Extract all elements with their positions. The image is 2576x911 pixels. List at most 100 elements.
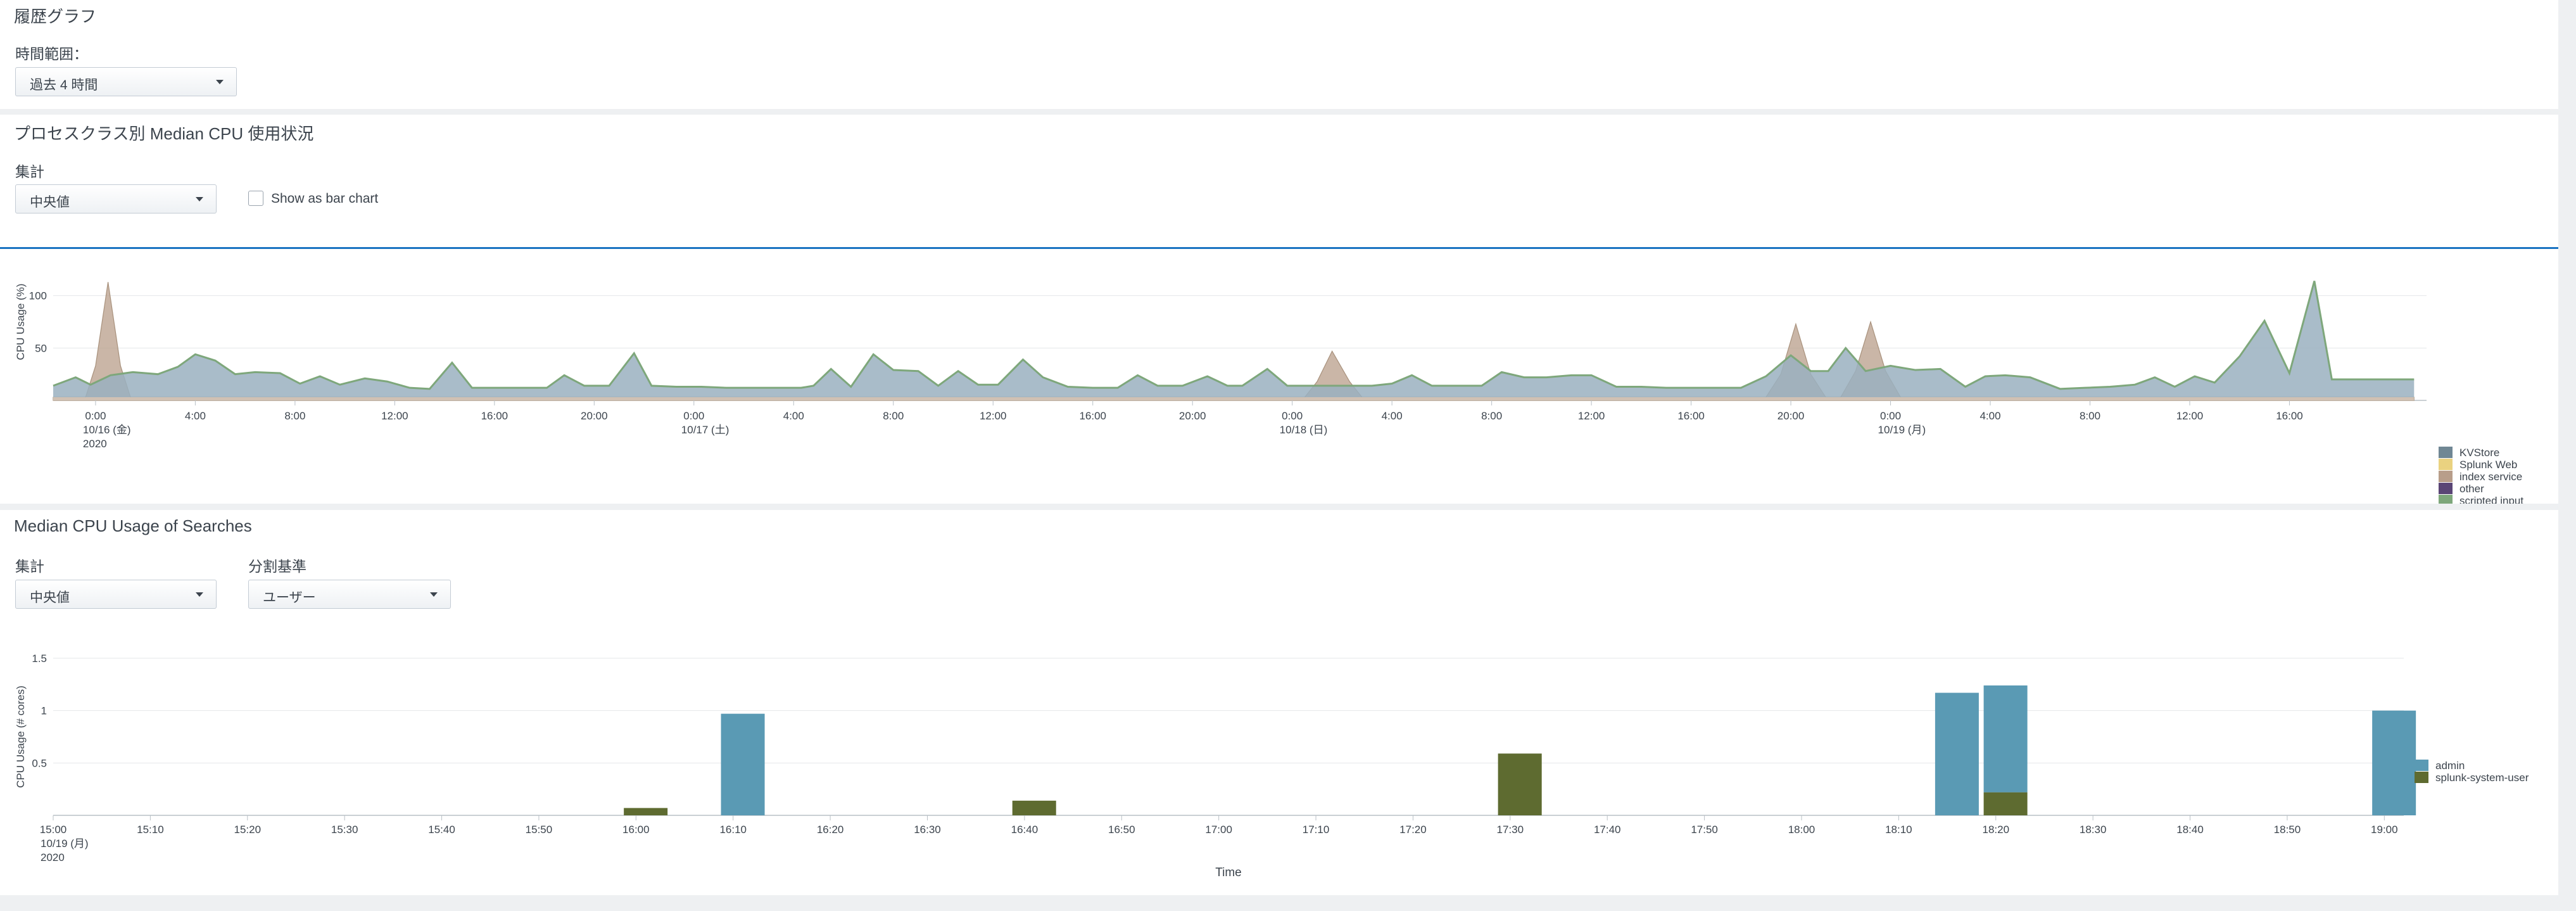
legend-swatch — [2439, 483, 2453, 494]
chevron-down-icon — [430, 592, 438, 597]
x-tick-label: 12:00 — [980, 410, 1007, 422]
x-tick-label: 15:40 — [428, 824, 455, 836]
x-tick-label: 10/17 (土) — [681, 424, 729, 436]
x-tick-label: 17:50 — [1691, 824, 1718, 836]
bar-admin — [2372, 710, 2416, 815]
legend-swatch — [2439, 495, 2453, 504]
legend-label: splunk-system-user — [2435, 772, 2529, 784]
legend-swatch — [2415, 760, 2428, 771]
split-by-label: 分割基準 — [248, 558, 306, 575]
series-index-service — [53, 282, 2415, 401]
x-tick-label: 17:00 — [1205, 824, 1232, 836]
bar-admin — [721, 713, 765, 815]
y-axis-title: CPU Usage (# cores) — [15, 685, 27, 788]
x-tick-label: 8:00 — [1481, 410, 1502, 422]
x-tick-label: 16:10 — [719, 824, 747, 836]
x-tick-label: 16:00 — [622, 824, 650, 836]
x-tick-label: 8:00 — [883, 410, 904, 422]
chevron-down-icon — [196, 197, 203, 201]
x-tick-label: 0:00 — [1880, 410, 1901, 422]
legend-label: scripted input — [2459, 495, 2523, 504]
legend-swatch — [2415, 772, 2428, 783]
bar-chart-checkbox-label: Show as bar chart — [271, 191, 379, 206]
x-tick-label: 16:20 — [817, 824, 844, 836]
x-tick-label: 17:20 — [1399, 824, 1427, 836]
bar-chart-checkbox[interactable]: Show as bar chart — [248, 191, 400, 207]
search-aggregate-value: 中央値 — [30, 590, 70, 605]
bar-admin — [1983, 685, 2028, 793]
y-tick-label: 1.5 — [32, 653, 47, 665]
cpu-panel-title: プロセスクラス別 Median CPU 使用状況 — [14, 124, 314, 143]
checkbox-icon[interactable] — [248, 191, 263, 206]
x-tick-label: 16:00 — [1677, 410, 1705, 422]
cpu-aggregate-dropdown[interactable]: 中央値 — [15, 184, 217, 213]
bar-splunk-system-user — [1498, 753, 1542, 815]
x-tick-label: 4:00 — [783, 410, 804, 422]
x-tick-label: 18:50 — [2274, 824, 2301, 836]
x-tick-label: 10/19 (月) — [1878, 424, 1926, 436]
x-tick-label: 17:30 — [1497, 824, 1524, 836]
x-tick-label: 15:30 — [331, 824, 358, 836]
x-tick-label: 20:00 — [1179, 410, 1206, 422]
cpu-aggregate-label: 集計 — [15, 163, 44, 180]
x-tick-label: 4:00 — [1382, 410, 1403, 422]
x-tick-label: 12:00 — [1578, 410, 1605, 422]
x-tick-label: 16:50 — [1108, 824, 1135, 836]
time-range-dropdown[interactable]: 過去 4 時間 — [15, 67, 237, 96]
legend-swatch — [2439, 459, 2453, 470]
x-tick-label: 0:00 — [85, 410, 106, 422]
search-panel-title: Median CPU Usage of Searches — [14, 516, 252, 535]
search-aggregate-label: 集計 — [15, 558, 44, 575]
x-tick-label: 18:20 — [1982, 824, 2009, 836]
time-range-value: 過去 4 時間 — [30, 78, 98, 92]
split-by-dropdown[interactable]: ユーザー — [248, 580, 451, 609]
x-axis-title: Time — [1215, 866, 1242, 879]
search-bar-chart[interactable]: 0.5 1 1.5 15:00 10/19 (月)2020 15:10 15:20 15:30… — [0, 643, 2558, 895]
bar-splunk-system-user — [1012, 800, 1056, 815]
x-tick-label: 20:00 — [1777, 410, 1805, 422]
y-tick-label: 50 — [35, 342, 47, 354]
x-tick-label: 10/18 (日) — [1280, 424, 1328, 436]
bar-splunk-system-user — [624, 808, 668, 815]
x-tick-label: 8:00 — [284, 410, 305, 422]
x-tick-label: 19:00 — [2371, 824, 2398, 836]
search-aggregate-dropdown[interactable]: 中央値 — [15, 580, 217, 609]
cpu-aggregate-value: 中央値 — [30, 195, 70, 210]
cpu-by-process-panel: プロセスクラス別 Median CPU 使用状況 集計 中央値 Show as … — [0, 115, 2558, 504]
x-tick-label: 10/16 (金) — [83, 424, 131, 436]
x-tick-label: 4:00 — [185, 410, 206, 422]
time-range-label: 時間範囲： — [15, 46, 88, 62]
bar-admin — [1935, 692, 1979, 815]
legend-label: KVStore — [2459, 447, 2499, 459]
x-tick-label: 17:10 — [1303, 824, 1330, 836]
legend-label: Splunk Web — [2459, 459, 2517, 471]
x-tick-label: 18:30 — [2080, 824, 2107, 836]
x-tick-label: 16:00 — [1079, 410, 1106, 422]
x-tick-label: 15:10 — [137, 824, 164, 836]
x-tick-label: 16:40 — [1011, 824, 1039, 836]
legend-label: other — [2459, 483, 2484, 495]
chevron-down-icon — [196, 592, 203, 597]
series-scripted-input — [53, 281, 2415, 390]
x-tick-label: 12:00 — [381, 410, 408, 422]
legend-label: admin — [2435, 760, 2465, 772]
x-tick-label: 10/19 (月) — [41, 838, 89, 850]
chart-selection-line — [0, 247, 2558, 249]
y-tick-label: 100 — [29, 290, 47, 302]
x-tick-label: 16:30 — [914, 824, 941, 836]
x-tick-label: 8:00 — [2080, 410, 2100, 422]
x-tick-label: 15:50 — [526, 824, 553, 836]
bar-splunk-system-user — [1983, 792, 2028, 815]
x-tick-label: 16:00 — [2276, 410, 2303, 422]
series-search — [53, 281, 2415, 400]
series-splunkd-server — [53, 397, 2415, 400]
y-axis-title: CPU Usage (%) — [15, 284, 27, 360]
x-tick-label: 18:00 — [1788, 824, 1815, 836]
page-title: 履歴グラフ — [14, 7, 97, 26]
x-tick-label: 16:00 — [481, 410, 508, 422]
x-tick-label: 2020 — [41, 851, 65, 863]
x-tick-label: 4:00 — [1979, 410, 2000, 422]
y-tick-label: 0.5 — [32, 757, 47, 769]
chevron-down-icon — [216, 80, 224, 84]
